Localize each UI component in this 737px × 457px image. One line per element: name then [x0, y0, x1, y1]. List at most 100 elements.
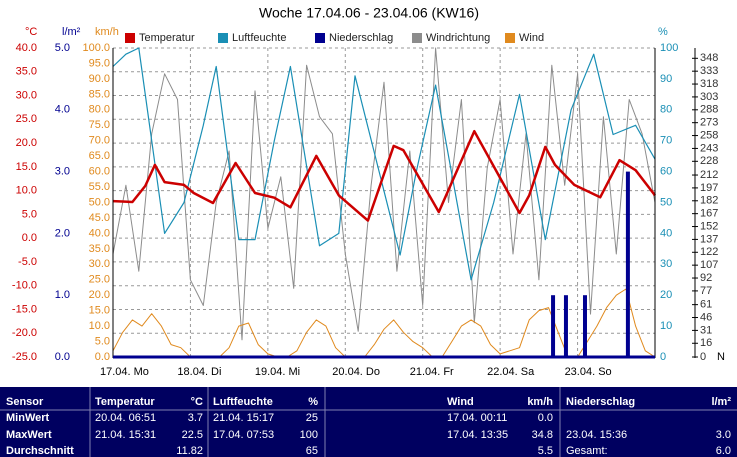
series-line: [112, 288, 656, 358]
legend-label: Windrichtung: [426, 32, 490, 44]
y-tick-label: 0: [700, 351, 706, 363]
table-cell: MaxWert: [6, 429, 52, 441]
y-tick-label: 333: [700, 65, 718, 77]
table-header: Wind: [447, 396, 474, 408]
axis-label: km/h: [95, 26, 119, 38]
table-cell: 17.04. 07:53: [213, 429, 274, 441]
y-tick-label: 15.0: [89, 305, 110, 317]
table-header: Luftfeuchte: [213, 396, 273, 408]
y-tick-label: 10.0: [89, 320, 110, 332]
summary-table: Sensor Temperatur °C Luftfeuchte% Wind km/h Ni…: [0, 387, 737, 457]
x-tick-label: 18.04. Di: [177, 366, 221, 378]
y-tick-label: 167: [700, 208, 718, 220]
y-tick-label: 5.0: [55, 42, 70, 54]
y-tick-label: 0: [660, 351, 666, 363]
table-cell: 17.04. 13:35: [447, 429, 508, 441]
y-tick-label: 40.0: [16, 42, 37, 54]
y-tick-label: 243: [700, 142, 718, 154]
x-tick-label: 19.04. Mi: [255, 366, 300, 378]
legend-swatch: [412, 33, 422, 43]
y-tick-label: 100: [660, 42, 678, 54]
y-tick-label: 30.0: [16, 89, 37, 101]
y-tick-label: 90: [660, 73, 672, 85]
table-cell: 65: [306, 445, 318, 457]
table-cell: 6.0: [716, 445, 731, 457]
y-tick-label: 5.0: [22, 208, 37, 220]
y-tick-label: 0.0: [22, 232, 37, 244]
table-cell: 21.04. 15:17: [213, 412, 274, 424]
plot: [112, 47, 656, 358]
table-cell: 5.5: [538, 445, 553, 457]
rain-bar: [625, 171, 630, 357]
y-tick-label: -15.0: [12, 303, 37, 315]
table-header: km/h: [527, 396, 553, 408]
y-tick-label: 258: [700, 129, 718, 141]
y-tick-label: 25.0: [89, 274, 110, 286]
y-tick-label: 182: [700, 195, 718, 207]
series-line: [112, 47, 656, 341]
y-tick-label: 55.0: [89, 181, 110, 193]
x-tick-label: 22.04. Sa: [487, 366, 535, 378]
table-cell: 17.04. 00:11: [447, 412, 507, 424]
y-tick-label: 318: [700, 78, 718, 90]
table-cell: 20.04. 06:51: [95, 412, 156, 424]
y-tick-label: 4.0: [55, 104, 70, 116]
table-cell: 22.5: [182, 429, 203, 441]
legend-swatch: [315, 33, 325, 43]
series-line: [112, 129, 656, 222]
table-header: %: [308, 396, 318, 408]
y-tick-label: 16: [700, 337, 712, 349]
y-tick-label: 2.0: [55, 227, 70, 239]
y-tick-label: 0.0: [95, 351, 110, 363]
table-cell: 3.0: [716, 429, 731, 441]
y-tick-label: -20.0: [12, 327, 37, 339]
y-tick-label: 50.0: [89, 196, 110, 208]
y-tick-label: 15.0: [16, 161, 37, 173]
y-tick-label: 95.0: [89, 57, 110, 69]
table-background: [0, 387, 737, 457]
y-tick-label: -5.0: [18, 256, 37, 268]
table-header: °C: [191, 396, 203, 408]
y-tick-label: 25.0: [16, 113, 37, 125]
y-tick-label: 107: [700, 259, 718, 271]
y-tick-label: 90.0: [89, 73, 110, 85]
rain-bar: [551, 295, 556, 357]
y-tick-label: 60.0: [89, 166, 110, 178]
y-tick-label: 5.0: [95, 335, 110, 347]
y-tick-label: 3.0: [55, 166, 70, 178]
axis-label: %: [658, 26, 668, 38]
table-cell: 25: [306, 412, 318, 424]
y-tick-label: 273: [700, 117, 718, 129]
y-tick-label: 348: [700, 52, 718, 64]
legend: Temperatur Luftfeuchte Niederschlag Windric…: [125, 32, 544, 44]
y-tick-label: 122: [700, 246, 718, 258]
y-tick-label: 303: [700, 91, 718, 103]
axis-label: l/m²: [62, 26, 81, 38]
axis-label: N: [717, 351, 725, 363]
table-cell: 100: [300, 429, 318, 441]
table-cell: Gesamt:: [566, 445, 608, 457]
y-tick-label: 65.0: [89, 150, 110, 162]
legend-label: Niederschlag: [329, 32, 393, 44]
x-tick-label: 23.04. So: [565, 366, 612, 378]
table-cell: 34.8: [532, 429, 553, 441]
y-tick-label: 50: [660, 196, 672, 208]
y-tick-label: 40: [660, 227, 672, 239]
y-tick-label: 10: [660, 320, 672, 332]
table-cell: 23.04. 15:36: [566, 429, 627, 441]
legend-label: Temperatur: [139, 32, 195, 44]
table-cell: 11.82: [176, 445, 203, 457]
table-header: Niederschlag: [566, 396, 635, 408]
y-tick-label: 80: [660, 104, 672, 116]
y-tick-label: 212: [700, 169, 718, 181]
axis-label: °C: [25, 26, 37, 38]
y-tick-label: 45.0: [89, 212, 110, 224]
series-line: [112, 47, 656, 281]
table-header: Sensor: [6, 396, 44, 408]
legend-label: Wind: [519, 32, 544, 44]
y-tick-label: -10.0: [12, 280, 37, 292]
y-tick-label: 46: [700, 311, 712, 323]
table-header: Temperatur: [95, 396, 155, 408]
y-tick-label: 288: [700, 104, 718, 116]
